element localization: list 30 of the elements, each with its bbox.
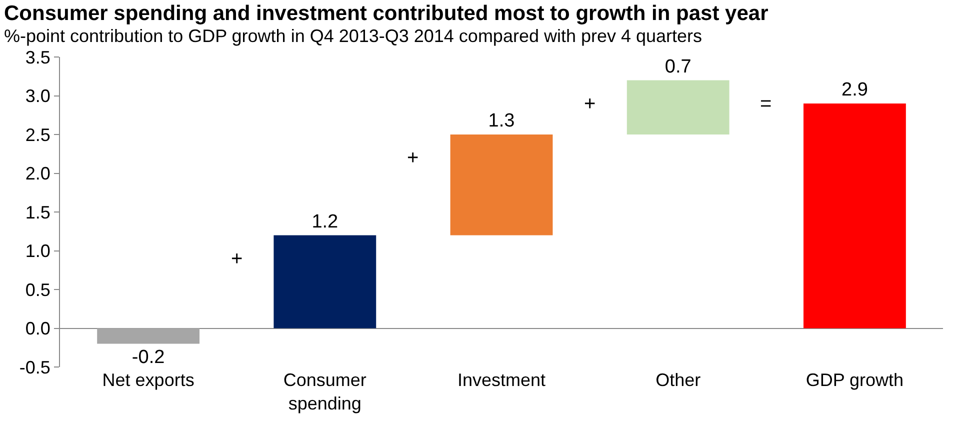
x-tick-label: Other: [656, 370, 701, 390]
y-tick-label: 1.5: [25, 202, 50, 222]
annotation: +: [231, 248, 243, 270]
chart-title: Consumer spending and investment contributed most to growth in past year: [3, 1, 770, 26]
data-label: 1.3: [488, 110, 515, 132]
annotation: +: [407, 147, 419, 169]
y-tick-label: -0.5: [19, 357, 50, 378]
bar: [274, 235, 376, 328]
bar: [803, 104, 906, 328]
x-tick-label: Net exports: [102, 370, 194, 390]
y-tick-label: 3.5: [25, 47, 50, 68]
y-tick-label: 2.5: [25, 124, 50, 145]
y-tick-label: 2.0: [25, 164, 50, 184]
data-label: 0.7: [664, 56, 692, 78]
x-tick-label: Investment: [457, 370, 546, 390]
annotation: =: [760, 93, 772, 115]
bar: [450, 134, 553, 236]
data-label: -0.2: [132, 346, 165, 368]
bar: [626, 80, 730, 134]
y-tick-label: 0.5: [25, 280, 50, 300]
annotation: +: [584, 93, 596, 115]
x-tick-label: Consumer spending: [283, 370, 366, 414]
data-label: 2.9: [841, 80, 868, 100]
x-tick-label: GDP growth: [806, 370, 904, 390]
y-tick-label: 1.0: [25, 241, 50, 262]
y-tick-label: 0.0: [25, 318, 50, 339]
y-tick-label: 3.0: [25, 86, 50, 106]
bar: [97, 328, 200, 344]
data-label: 1.2: [312, 211, 338, 232]
chart-subtitle: %-point contribution to GDP growth in Q4 2013-Q3 2014 compared with prev 4 quarters: [3, 26, 704, 47]
